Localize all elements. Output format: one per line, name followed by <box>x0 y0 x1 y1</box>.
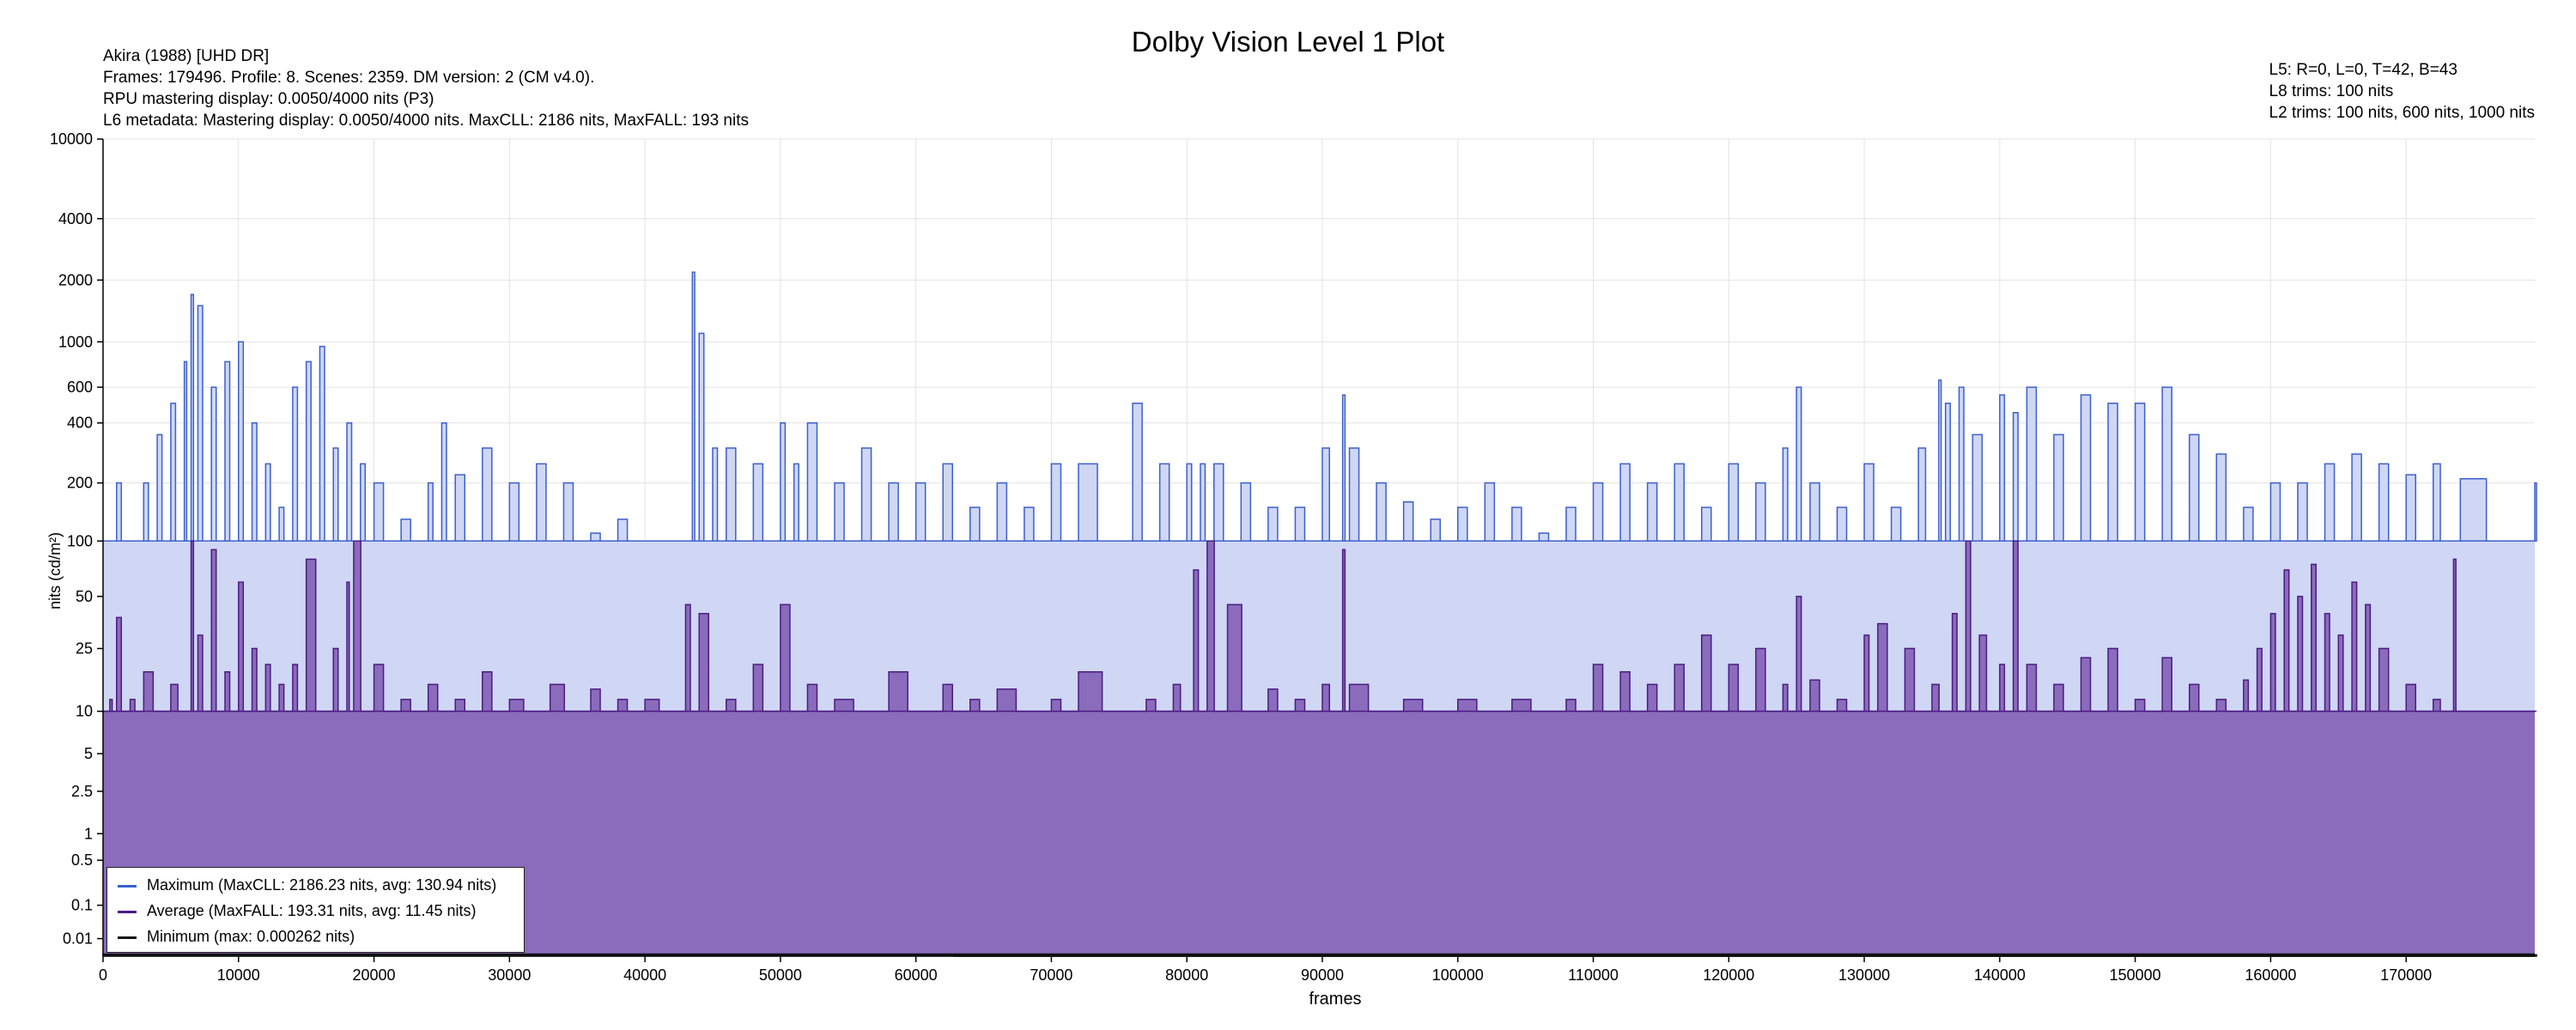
y-tick-label: 0.1 <box>71 897 93 914</box>
x-tick-label: 150000 <box>2110 966 2161 984</box>
legend-label: Minimum (max: 0.000262 nits) <box>147 928 355 945</box>
x-tick-label: 20000 <box>353 966 396 984</box>
y-tick-label: 100 <box>67 532 93 549</box>
y-tick-label: 10000 <box>50 130 93 148</box>
chart-title: Dolby Vision Level 1 Plot <box>1131 26 1445 58</box>
info-line: RPU mastering display: 0.0050/4000 nits … <box>103 90 434 108</box>
y-tick-label: 1 <box>84 825 93 842</box>
info-line: L5: R=0, L=0, T=42, B=43 <box>2269 61 2458 79</box>
y-axis-label: nits (cd/m²) <box>46 532 64 609</box>
legend-item-minimum: Minimum (max: 0.000262 nits) <box>118 928 355 946</box>
x-tick-label: 50000 <box>759 966 802 984</box>
header-info-left: Akira (1988) [UHD DR] Frames: 179496. Pr… <box>103 45 749 131</box>
y-tick-label: 50 <box>76 588 93 605</box>
info-line: L6 metadata: Mastering display: 0.0050/4… <box>103 112 749 130</box>
series-maximum-line <box>103 271 2537 542</box>
x-tick-label: 100000 <box>1432 966 1484 984</box>
y-tick-label: 5 <box>84 745 93 762</box>
legend-label: Average (MaxFALL: 193.31 nits, avg: 11.4… <box>147 902 477 919</box>
legend-label: Maximum (MaxCLL: 2186.23 nits, avg: 130.… <box>147 876 497 894</box>
legend-item-average: Average (MaxFALL: 193.31 nits, avg: 11.4… <box>118 902 477 920</box>
header-info-right: L5: R=0, L=0, T=42, B=43 L8 trims: 100 n… <box>2269 59 2535 124</box>
x-tick-label: 170000 <box>2380 966 2432 984</box>
x-tick-label: 30000 <box>488 966 531 984</box>
x-tick-label: 80000 <box>1165 966 1208 984</box>
y-tick-label: 4000 <box>58 210 93 227</box>
x-axis-label: frames <box>1309 990 1361 1009</box>
x-tick-label: 40000 <box>623 966 666 984</box>
y-tick-label: 0.5 <box>71 851 93 869</box>
x-tick-label: 140000 <box>1974 966 2026 984</box>
legend: Maximum (MaxCLL: 2186.23 nits, avg: 130.… <box>106 867 525 953</box>
info-line: L8 trims: 100 nits <box>2269 82 2394 100</box>
legend-swatch <box>118 910 137 913</box>
x-tick-label: 10000 <box>217 966 260 984</box>
y-tick-label: 2000 <box>58 271 93 288</box>
y-tick-label: 200 <box>67 475 93 492</box>
legend-item-maximum: Maximum (MaxCLL: 2186.23 nits, avg: 130.… <box>118 876 496 894</box>
x-tick-label: 130000 <box>1838 966 1890 984</box>
y-tick-label: 10 <box>76 703 93 720</box>
info-line: Akira (1988) [UHD DR] <box>103 47 270 65</box>
legend-swatch <box>118 884 137 888</box>
legend-swatch <box>118 936 137 939</box>
y-tick-label: 0.01 <box>63 930 93 948</box>
y-tick-label: 600 <box>67 379 93 396</box>
x-tick-label: 110000 <box>1568 966 1619 984</box>
x-tick-label: 60000 <box>895 966 938 984</box>
info-line: Frames: 179496. Profile: 8. Scenes: 2359… <box>103 69 595 87</box>
x-tick-label: 120000 <box>1703 966 1754 984</box>
x-tick-label: 70000 <box>1030 966 1072 984</box>
info-line: L2 trims: 100 nits, 600 nits, 1000 nits <box>2269 104 2535 122</box>
y-tick-label: 400 <box>67 415 93 432</box>
x-tick-label: 90000 <box>1301 966 1344 984</box>
x-tick-label: 160000 <box>2245 966 2296 984</box>
y-tick-label: 25 <box>76 640 93 657</box>
x-tick-label: 0 <box>99 966 107 984</box>
y-tick-label: 1000 <box>58 333 93 350</box>
y-tick-label: 2.5 <box>71 783 93 800</box>
axes: 0.01 0.1 0.5 1 2.5 5 10 25 50 100 200 400 600 1000 200… <box>50 130 2535 984</box>
series-layer <box>102 271 2537 957</box>
